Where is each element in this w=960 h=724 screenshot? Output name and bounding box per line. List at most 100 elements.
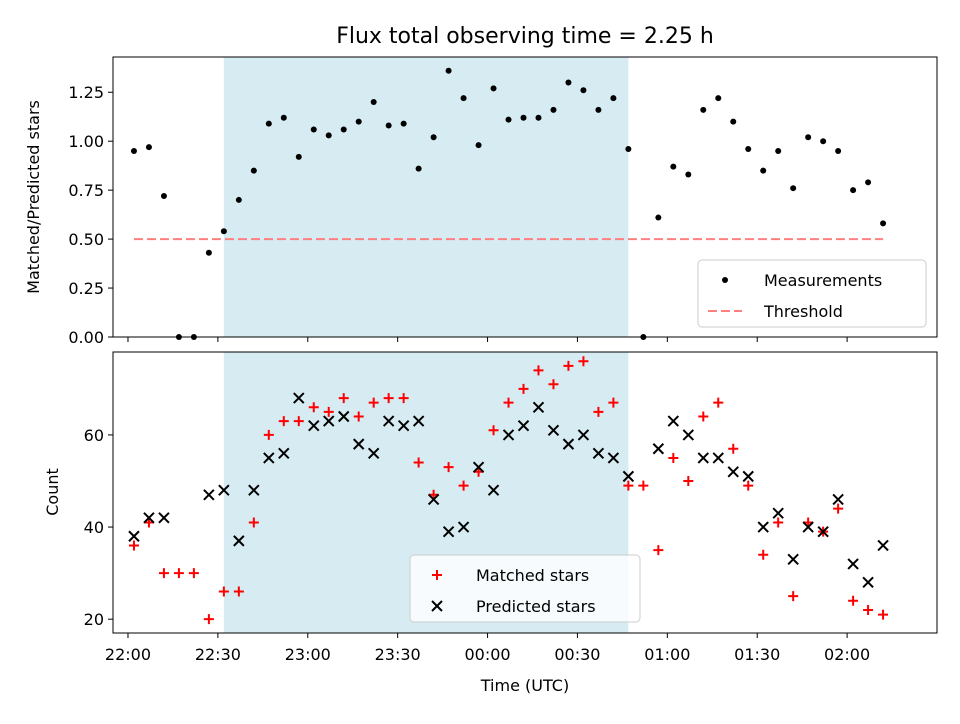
predicted-star-point [652,443,665,455]
predicted-star-point [338,410,350,423]
predicted-star-point [727,466,739,478]
matched-star-point [728,443,739,454]
bottom-panel: 20 40 60 22:00 22:30 23:00 23:30 00:00 00:30 01:0… [84,351,938,664]
measurement-point [700,106,707,113]
matched-star-point [758,549,769,560]
measurement-point [775,147,782,154]
legend: Measurements Threshold [697,259,927,328]
chart-title: Flux total observing time = 2.25 h [336,24,714,49]
predicted-star-point [757,521,769,533]
matched-star-point [368,397,379,408]
predicted-star-point [877,539,889,552]
x-tick-label: 23:30 [375,645,421,664]
predicted-star-point [397,419,410,432]
measurement-point [340,126,347,133]
predicted-star-point [742,470,754,483]
matched-star-point [248,517,259,528]
measurement-point [805,134,812,141]
matched-star-point [833,503,844,514]
measurement-point [385,122,392,129]
matched-star-point [263,429,274,440]
matched-star-point [413,457,424,468]
y-tick-label: 20 [84,610,104,629]
matched-star-point [203,614,214,625]
predicted-star-point [862,576,874,589]
matched-star-point [638,480,649,491]
predicted-star-point [487,484,500,496]
predicted-star-point [787,553,799,566]
measurement-point [355,118,362,125]
matched-star-point [773,517,784,528]
predicted-star-point [293,392,305,404]
matched-star-point [443,462,454,473]
measurement-point [325,132,332,139]
matched-star-point [458,480,469,491]
predicted-star-point [352,438,365,450]
matched-star-point [563,360,574,371]
predicted-star-point [278,447,290,460]
matched-star-point [518,383,529,394]
matched-star-point [173,568,184,579]
measurement-point [535,114,542,121]
predicted-star-point [382,415,395,427]
y-tick-label: 0.75 [68,181,104,200]
matched-star-point [383,393,394,404]
legend-box [697,259,927,328]
measurement-point [505,116,512,123]
plot-frame [112,351,938,634]
predicted-star-point [158,512,170,524]
matched-star-point [698,411,709,422]
predicted-star-point [203,489,215,501]
predicted-star-point [218,484,230,496]
measurement-point [730,118,737,125]
predicted-star-point [517,419,530,432]
measurement-point [835,147,842,154]
legend-label: Matched stars [476,566,589,585]
y-tick-label: 1.00 [68,132,104,151]
measurement-point [850,187,857,194]
y-tick-label: 0.25 [68,279,104,298]
measurement-point [820,138,827,145]
legend-box [409,554,641,623]
measurement-point [790,185,797,192]
predicted-star-point [233,535,245,547]
measurement-point [565,79,572,86]
measurement-point [280,114,287,121]
matched-star-point [533,365,544,376]
measurement-point [415,165,422,172]
predicted-star-point [502,429,515,441]
predicted-star-point [472,461,485,473]
measurement-point [595,106,602,113]
measurement-point [400,120,407,127]
measurement-point [760,167,767,174]
legend-swatch-predicted [431,600,443,612]
measurement-point [745,146,752,153]
predicted-star-point [308,419,320,432]
x-axis-label: Time (UTC) [480,676,569,695]
y-tick-label: 60 [84,426,104,445]
matched-star-point [293,416,304,427]
measurement-point [205,249,212,256]
measurement-point [610,95,617,102]
measurement-point [475,142,482,149]
matched-star-point [743,480,754,491]
measurement-point [295,153,302,160]
predicted-star-point [577,429,590,441]
matched-star-point [608,397,619,408]
predicted-star-point [847,558,859,570]
predicted-star-point [712,452,724,464]
legend-label: Predicted stars [476,597,596,616]
legend-label: Threshold [763,302,843,321]
predicted-star-point [367,447,380,460]
measurement-point [685,171,692,178]
measurement-point [865,179,872,186]
matched-star-point [308,402,319,413]
measurement-point [880,220,887,227]
predicted-star-point [592,447,605,460]
x-tick-label: 22:00 [105,645,151,664]
predicted-star-point [697,452,709,464]
predicted-star-point [412,415,425,427]
predicted-star-point [143,512,155,524]
predicted-star-point [802,521,814,533]
predicted-star-point [607,452,620,464]
